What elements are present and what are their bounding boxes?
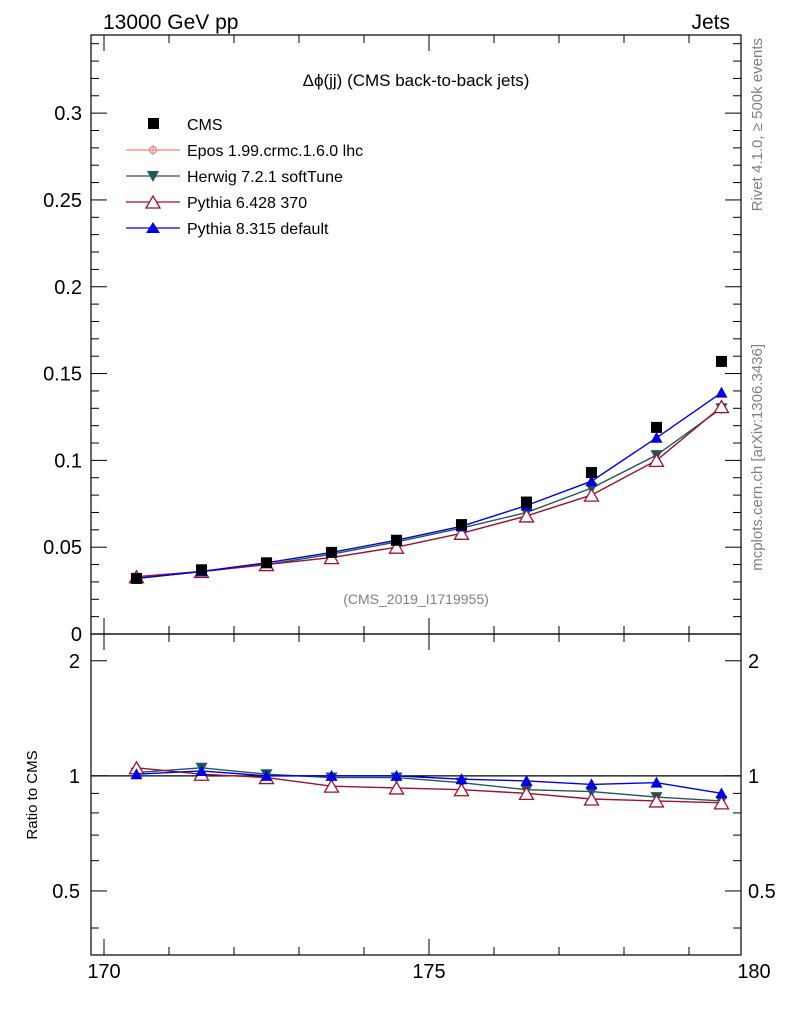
data-point-pythia-3	[453, 526, 470, 540]
series-group	[128, 355, 730, 810]
ratio-point-pythia-4	[520, 774, 533, 786]
data-point-pythia-4	[715, 386, 728, 398]
data-point-cms-0	[326, 546, 337, 558]
legend-marker-herwig	[147, 171, 159, 182]
ratio-point-pythia-4	[195, 764, 208, 776]
series-line-pythia-4	[136, 392, 722, 580]
legend-entry-herwig: Herwig 7.2.1 softTune	[126, 169, 343, 186]
rivet-version-label: Rivet 4.1.0, ≥ 500k events	[749, 38, 766, 211]
y-tick-label: 0.2	[54, 277, 82, 299]
legend-entry-cms: CMS	[148, 117, 223, 134]
header-process-label: Jets	[691, 11, 730, 34]
legend-entry-pythia6: Pythia 6.428 370	[126, 194, 307, 212]
axes-group: 170 175 180 0 0.05 0.1 0.15 0.2 0.25 0.3 0.5 0.5 1 1 2…	[43, 35, 776, 983]
ratio-line-herwig-2	[136, 767, 722, 802]
ratio-point-pythia-4	[390, 769, 403, 781]
ratio-axis-label: Ratio to CMS	[24, 750, 41, 839]
ratio-tick-label: 2	[69, 651, 80, 673]
ratio-tick-label-right: 1	[748, 766, 759, 788]
data-point-pythia-3	[583, 487, 600, 502]
y-tick-label: 0.05	[43, 537, 82, 559]
ratio-point-pythia-3	[388, 780, 405, 795]
data-point-pythia-3	[648, 453, 665, 468]
y-tick-label: 0.1	[54, 450, 82, 472]
legend-marker-pythia6	[144, 194, 162, 209]
y-tick-label: 0.3	[54, 103, 82, 125]
ratio-line-pythia-3	[136, 767, 722, 804]
ratio-tick-label-right: 2	[748, 651, 759, 673]
ratio-point-pythia-4	[650, 776, 663, 788]
data-point-cms-0	[391, 534, 402, 546]
ratio-point-pythia-3	[713, 795, 730, 810]
ratio-point-pythia-3	[518, 786, 535, 801]
analysis-id-label: (CMS_2019_I1719955)	[343, 591, 489, 607]
ratio-line-pythia-4	[136, 770, 722, 795]
legend-label-cms: CMS	[187, 117, 223, 134]
mcplots-credit-label: mcplots.cern.ch [arXiv:1306.3436]	[749, 344, 766, 571]
series-line-herwig-2	[136, 407, 722, 580]
data-point-pythia-3	[518, 508, 535, 523]
ratio-point-pythia-4	[455, 773, 468, 785]
data-point-cms-0	[261, 557, 272, 569]
data-point-cms-0	[131, 572, 142, 584]
ratio-point-pythia-4	[260, 769, 273, 781]
legend-label-herwig: Herwig 7.2.1 softTune	[187, 169, 343, 186]
x-tick-label: 170	[87, 961, 120, 983]
ratio-point-pythia-3	[648, 793, 665, 808]
data-point-pythia-4	[650, 431, 663, 443]
ratio-point-pythia-3	[323, 778, 340, 793]
y-tick-label: 0	[71, 624, 82, 646]
y-tick-label: 0.15	[43, 364, 82, 386]
header-energy-label: 13000 GeV pp	[103, 11, 238, 34]
data-point-cms-0	[651, 421, 662, 433]
legend-marker-cms	[148, 118, 159, 129]
legend-label-epos: Epos 1.99.crmc.1.6.0 lhc	[187, 143, 363, 160]
ratio-point-pythia-3	[583, 791, 600, 806]
legend-label-pythia6: Pythia 6.428 370	[187, 195, 307, 212]
ratio-tick-label-right: 0.5	[748, 881, 776, 903]
legend-label-pythia8: Pythia 8.315 default	[187, 221, 329, 238]
legend-entry-epos: Epos 1.99.crmc.1.6.0 lhc	[126, 143, 363, 160]
data-point-cms-0	[586, 467, 597, 479]
data-point-cms-0	[456, 519, 467, 531]
series-line-pythia-3	[136, 406, 722, 578]
data-point-pythia-3	[388, 539, 405, 554]
data-point-pythia-3	[713, 399, 730, 414]
ratio-point-pythia-3	[453, 782, 470, 797]
y-tick-label: 0.25	[43, 190, 82, 212]
ratio-point-pythia-4	[325, 769, 338, 781]
x-tick-label: 175	[412, 961, 445, 983]
ratio-plot-frame	[90, 633, 742, 956]
ratio-tick-label: 0.5	[52, 881, 80, 903]
plot-title: Δϕ(jj) (CMS back-to-back jets)	[303, 71, 530, 90]
x-tick-label: 180	[737, 961, 770, 983]
data-point-cms-0	[196, 564, 207, 576]
ratio-tick-label: 1	[69, 766, 80, 788]
data-point-pythia-4	[585, 475, 598, 487]
ratio-point-pythia-4	[585, 778, 598, 790]
legend: CMS Epos 1.99.crmc.1.6.0 lhc Herwig 7.2.…	[126, 117, 363, 238]
data-point-cms-0	[716, 355, 727, 367]
data-point-cms-0	[521, 496, 532, 508]
ratio-point-pythia-4	[715, 787, 728, 799]
legend-marker-pythia8	[146, 222, 160, 233]
legend-entry-pythia8: Pythia 8.315 default	[126, 221, 329, 238]
ratio-point-pythia-4	[130, 768, 143, 780]
